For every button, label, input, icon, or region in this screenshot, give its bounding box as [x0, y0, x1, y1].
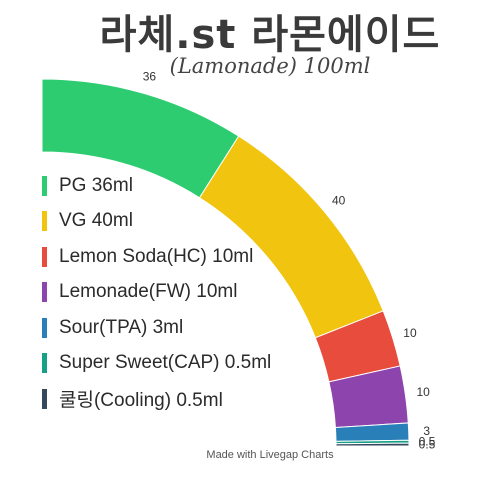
slice-value-label-1: 40	[332, 194, 346, 208]
legend-label: PG 36ml	[59, 174, 133, 196]
slice-value-label-2: 10	[403, 326, 417, 340]
chart-title: 라체.st 라몬에이드	[99, 12, 441, 58]
chart-legend: PG 36ml VG 40ml Lemon Soda(HC) 10ml Lemonad…	[42, 168, 271, 417]
legend-swatch	[42, 282, 47, 303]
slice-6[interactable]	[335, 442, 410, 447]
legend-item-2[interactable]: Lemon Soda(HC) 10ml	[42, 239, 271, 275]
legend-item-5[interactable]: Super Sweet(CAP) 0.5ml	[42, 346, 271, 382]
legend-label: 쿨링(Cooling) 0.5ml	[59, 390, 223, 412]
legend-label: Lemon Soda(HC) 10ml	[59, 245, 254, 267]
legend-label: VG 40ml	[59, 210, 133, 232]
chart-credit: Made with Livegap Charts	[206, 449, 334, 461]
legend-swatch	[42, 388, 47, 409]
legend-item-3[interactable]: Lemonade(FW) 10ml	[42, 275, 271, 311]
legend-item-1[interactable]: VG 40ml	[42, 204, 271, 240]
legend-item-0[interactable]: PG 36ml	[42, 168, 271, 204]
legend-swatch	[42, 175, 47, 196]
slice-value-label-3: 10	[416, 385, 430, 399]
slice-value-label-4: 3	[423, 424, 430, 438]
legend-label: Lemonade(FW) 10ml	[59, 281, 238, 303]
chart-subtitle: (Lamonade) 100ml	[169, 54, 371, 78]
legend-label: Super Sweet(CAP) 0.5ml	[59, 352, 272, 374]
legend-label: Sour(TPA) 3ml	[59, 316, 184, 338]
legend-swatch	[42, 211, 47, 232]
slice-value-label-5: 0.5	[419, 434, 436, 448]
legend-item-4[interactable]: Sour(TPA) 3ml	[42, 310, 271, 346]
legend-swatch	[42, 353, 47, 374]
legend-swatch	[42, 317, 47, 338]
legend-item-6[interactable]: 쿨링(Cooling) 0.5ml	[42, 381, 271, 417]
slice-value-label-6: 0.5	[419, 437, 436, 451]
slice-value-label-0: 36	[143, 69, 157, 83]
legend-swatch	[42, 246, 47, 267]
